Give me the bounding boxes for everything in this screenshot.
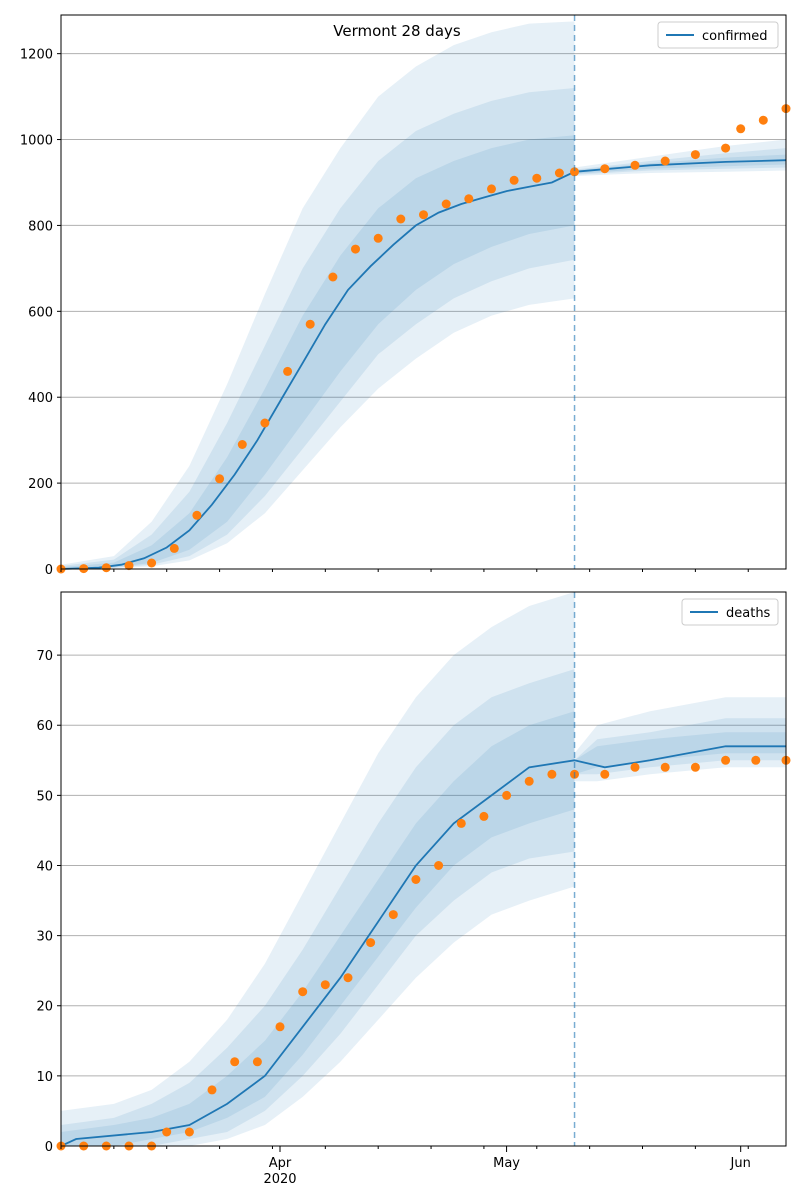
- confirmed-chart-panel: 0 200 400 600 800 1000 1200 confirmed: [20, 14, 791, 578]
- data-point-deaths: [230, 1057, 240, 1067]
- data-point-deaths: [479, 811, 489, 821]
- data-point-confirmed: [192, 510, 202, 520]
- y-tick-label: 10: [36, 1070, 53, 1085]
- data-point-confirmed: [283, 366, 293, 376]
- y-tick-label: 1000: [20, 134, 53, 149]
- data-point-deaths: [298, 987, 308, 997]
- confidence-band: [61, 592, 575, 1146]
- x-tick-sublabel: 2020: [263, 1172, 296, 1187]
- data-point-deaths: [502, 790, 512, 800]
- data-point-confirmed: [124, 561, 134, 571]
- data-point-confirmed: [169, 543, 179, 553]
- data-point-confirmed: [464, 194, 474, 204]
- y-tick-label: 50: [36, 789, 53, 804]
- data-point-deaths: [320, 980, 330, 990]
- data-point-deaths: [366, 938, 376, 948]
- data-point-deaths: [184, 1127, 194, 1137]
- data-point-confirmed: [328, 272, 338, 282]
- y-tick-label: 800: [28, 219, 53, 234]
- forecast-band: [574, 697, 786, 782]
- data-point-confirmed: [660, 156, 670, 166]
- data-point-deaths: [275, 1022, 285, 1032]
- x-tick-label: Jun: [730, 1156, 751, 1171]
- series-line-confirmed: [60, 159, 787, 570]
- data-point-confirmed: [260, 418, 270, 428]
- data-point-deaths: [388, 910, 398, 920]
- forecast-band: [574, 732, 786, 775]
- confidence-band: [61, 135, 575, 569]
- data-point-deaths: [660, 762, 670, 772]
- data-point-confirmed: [721, 143, 731, 153]
- data-point-deaths: [456, 818, 466, 828]
- data-point-confirmed: [630, 160, 640, 170]
- data-point-confirmed: [758, 115, 768, 125]
- y-tick-label: 30: [36, 930, 53, 945]
- data-point-deaths: [162, 1127, 172, 1137]
- y-tick-label: 20: [36, 1000, 53, 1015]
- data-point-deaths: [690, 762, 700, 772]
- confidence-band: [61, 711, 575, 1146]
- data-point-confirmed: [419, 210, 428, 220]
- data-point-deaths: [524, 776, 534, 786]
- data-point-confirmed: [600, 164, 610, 174]
- series-line-deaths: [60, 745, 786, 1147]
- data-point-deaths: [207, 1085, 217, 1095]
- data-point-deaths: [547, 769, 557, 779]
- data-point-confirmed: [736, 124, 746, 134]
- x-tick-label: May: [493, 1156, 520, 1171]
- plot-frame: [60, 591, 787, 1147]
- data-point-deaths: [600, 769, 610, 779]
- data-point-confirmed: [487, 184, 496, 194]
- data-point-confirmed: [690, 150, 700, 160]
- data-point-confirmed: [147, 558, 157, 568]
- data-point-confirmed: [215, 474, 225, 484]
- data-point-confirmed: [532, 173, 542, 183]
- data-point-confirmed: [570, 167, 579, 177]
- data-point-confirmed: [237, 440, 247, 449]
- forecast-band: [574, 718, 786, 775]
- data-point-confirmed: [351, 244, 360, 254]
- data-point-confirmed: [441, 199, 451, 209]
- legend-label: deaths: [726, 606, 771, 621]
- plot-frame: [60, 14, 787, 570]
- data-point-deaths: [411, 875, 421, 884]
- confidence-band: [61, 21, 575, 569]
- data-point-deaths: [751, 755, 761, 765]
- y-tick-label: 600: [28, 305, 53, 320]
- y-tick-label: 60: [36, 719, 53, 734]
- data-point-confirmed: [373, 233, 383, 243]
- x-tick-label: Apr: [269, 1156, 292, 1171]
- y-tick-label: 1200: [20, 48, 53, 63]
- legend-label: confirmed: [702, 29, 768, 44]
- y-tick-label: 70: [36, 649, 53, 664]
- legend-box: [681, 598, 779, 626]
- data-point-deaths: [434, 861, 444, 870]
- legend-box: [657, 21, 779, 49]
- data-point-deaths: [252, 1057, 262, 1067]
- y-tick-label: 400: [28, 391, 53, 406]
- data-point-deaths: [630, 762, 640, 772]
- data-point-confirmed: [101, 563, 111, 573]
- confidence-band: [61, 669, 575, 1146]
- data-point-confirmed: [305, 319, 315, 329]
- figure-title: Vermont 28 days: [333, 22, 461, 40]
- data-point-confirmed: [396, 214, 406, 224]
- data-point-confirmed: [509, 175, 519, 185]
- data-point-confirmed: [554, 168, 564, 178]
- data-point-deaths: [721, 755, 731, 765]
- y-tick-label: 40: [36, 859, 53, 874]
- y-tick-label: 200: [28, 477, 53, 492]
- data-point-deaths: [343, 973, 353, 983]
- y-tick-label: 0: [45, 563, 53, 578]
- y-tick-label: 0: [45, 1140, 53, 1155]
